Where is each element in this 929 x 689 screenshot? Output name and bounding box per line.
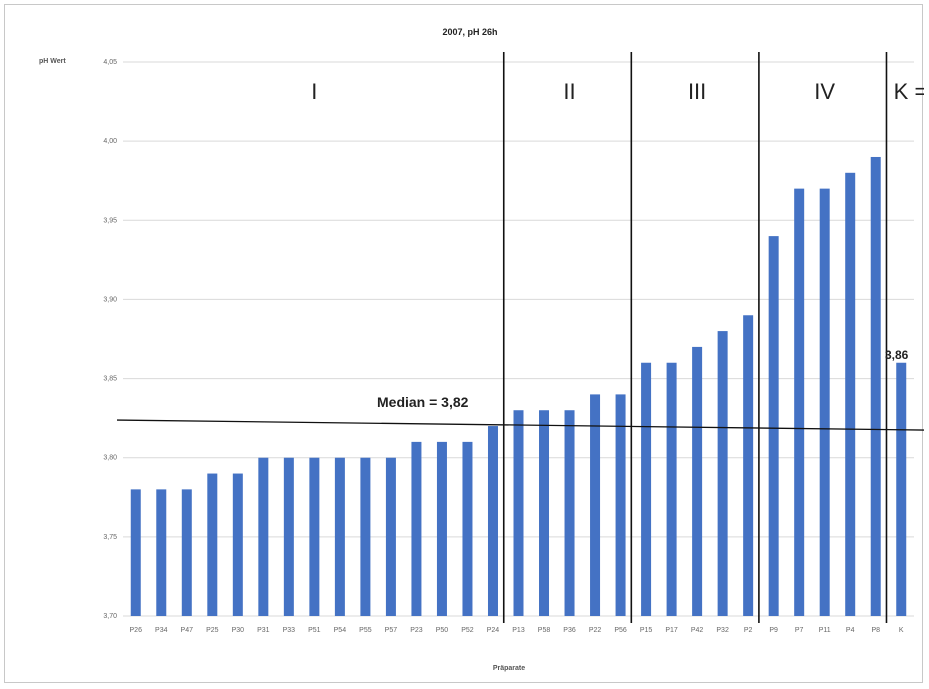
y-tick-label: 4,00 <box>103 138 117 145</box>
bar-P58 <box>539 410 550 616</box>
bar-P11 <box>819 188 830 616</box>
bar-P31 <box>258 457 269 616</box>
data-label-k: 3,86 <box>885 348 909 362</box>
y-tick-label: 3,95 <box>103 217 117 224</box>
bar-P30 <box>232 473 243 616</box>
bar-P23 <box>411 441 422 616</box>
bar-P34 <box>156 489 167 616</box>
x-tick-label: P2 <box>744 627 753 634</box>
x-tick-label: P23 <box>410 627 423 634</box>
x-tick-label: P52 <box>461 627 474 634</box>
bar-chart: 3,703,753,803,853,903,954,004,05 P26 P34 P… <box>39 27 924 672</box>
bar-P24 <box>487 426 498 616</box>
y-tick-label: 3,80 <box>103 455 117 462</box>
bars <box>130 156 907 617</box>
x-tick-label: P13 <box>512 627 525 634</box>
section-label: III <box>688 79 706 104</box>
bar-P57 <box>385 457 396 616</box>
x-tick-label: P17 <box>665 627 678 634</box>
bar-K <box>896 362 907 616</box>
y-tick-label: 4,05 <box>103 59 117 66</box>
x-tick-label: P56 <box>614 627 627 634</box>
x-tick-label: P58 <box>538 627 551 634</box>
x-tick-label: P54 <box>334 627 347 634</box>
section-labels: I II III IV K = <box>311 79 924 104</box>
section-dividers <box>502 52 888 623</box>
bar-P7 <box>794 188 805 616</box>
y-axis-label: pH Wert <box>39 58 66 65</box>
y-tick-label: 3,90 <box>103 296 117 303</box>
x-tick-label: P8 <box>871 627 880 634</box>
y-tick-labels: 3,70 3,75 3,80 3,85 3,90 3,95 4,00 4,05 <box>103 59 117 620</box>
bar-P8 <box>870 156 881 616</box>
x-axis-label: Präparate <box>493 665 525 672</box>
bar-P50 <box>436 441 447 616</box>
x-tick-label: P57 <box>385 627 398 634</box>
x-tick-label: P4 <box>846 627 855 634</box>
x-tick-label: P26 <box>130 627 143 634</box>
bar-P56 <box>615 394 626 616</box>
bar-P33 <box>283 457 294 616</box>
x-tick-label: P47 <box>181 627 194 634</box>
x-tick-label: P31 <box>257 627 270 634</box>
chart-frame: 3,70 3,75 3,80 3,85 3,90 3,95 4,00 4,05 P26 P34 P… <box>4 4 924 683</box>
x-tick-label: P51 <box>308 627 321 634</box>
bar-P55 <box>360 457 371 616</box>
x-tick-label: P33 <box>283 627 296 634</box>
median-label: Median = 3,82 <box>377 394 469 410</box>
x-tick-label: P7 <box>795 627 804 634</box>
bar-P9 <box>768 236 779 616</box>
y-tick-label: 3,75 <box>103 534 117 541</box>
bar-P13 <box>513 410 524 616</box>
y-tick-label: 3,85 <box>103 376 117 383</box>
x-tick-label: P22 <box>589 627 602 634</box>
bar-P4 <box>845 172 856 617</box>
bar-P54 <box>334 457 345 616</box>
section-label: II <box>563 79 575 104</box>
bar-P22 <box>590 394 601 616</box>
x-tick-label: P25 <box>206 627 219 634</box>
median-line <box>116 419 924 431</box>
x-tick-label: P55 <box>359 627 372 634</box>
x-tick-label: P34 <box>155 627 168 634</box>
bar-P15 <box>641 362 652 616</box>
x-tick-label: P32 <box>716 627 729 634</box>
bar-P51 <box>309 457 320 616</box>
bar-P32 <box>717 331 728 616</box>
section-label: IV <box>814 79 835 104</box>
bar-P2 <box>743 315 754 616</box>
x-tick-label: P36 <box>563 627 576 634</box>
x-tick-label: K <box>899 627 904 634</box>
bar-P47 <box>181 489 192 616</box>
bar-P25 <box>207 473 218 616</box>
chart-title: 2007, pH 26h <box>442 27 497 37</box>
x-tick-label: P15 <box>640 627 653 634</box>
x-tick-label: P24 <box>487 627 500 634</box>
bar-P42 <box>692 346 703 616</box>
x-tick-label: P30 <box>232 627 245 634</box>
bar-P17 <box>666 362 677 616</box>
bar-P26 <box>130 489 141 616</box>
x-tick-label: P11 <box>819 627 831 634</box>
bar-P52 <box>462 441 473 616</box>
x-tick-label: P50 <box>436 627 449 634</box>
bar-P36 <box>564 410 575 616</box>
x-tick-labels: P26 P34 P47 P25 P30 P31 P33 P51 P54 P55 P57 P23 P50 P… <box>130 627 904 634</box>
y-tick-label: 3,70 <box>103 613 117 620</box>
x-tick-label: P9 <box>769 627 778 634</box>
section-label: K = <box>894 79 924 104</box>
section-label: I <box>311 79 317 104</box>
x-tick-label: P42 <box>691 627 704 634</box>
